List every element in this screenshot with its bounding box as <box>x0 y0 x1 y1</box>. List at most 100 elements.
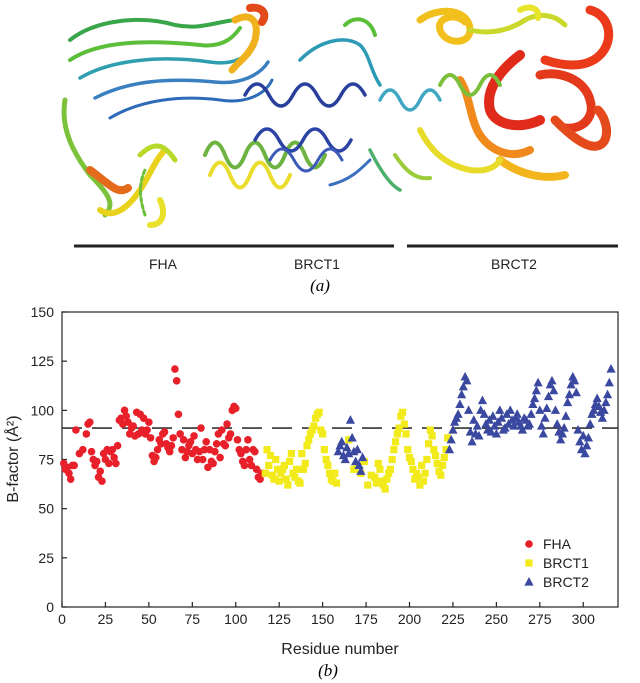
x-tick-label: 75 <box>185 611 201 627</box>
data-point-fha <box>233 436 242 444</box>
y-axis-ticks: 0 25 50 75 100 125 150 <box>31 304 67 615</box>
data-point-brct1 <box>438 461 447 469</box>
data-point-brct2 <box>333 446 343 456</box>
data-point-brct2 <box>517 425 528 434</box>
data-point-brct1 <box>275 477 283 485</box>
data-point-brct2 <box>495 405 505 414</box>
data-point-fha <box>79 445 87 454</box>
data-point-fha <box>176 430 184 438</box>
data-point-fha <box>87 447 96 456</box>
data-point-brct2 <box>467 436 477 446</box>
data-point-brct2 <box>479 409 489 418</box>
data-point-brct1 <box>286 457 294 466</box>
data-point-brct2 <box>340 454 350 464</box>
y-tick-label: 0 <box>46 599 54 615</box>
data-point-brct2 <box>542 403 552 412</box>
data-point-brct2 <box>549 385 559 395</box>
data-point-brct2 <box>538 428 548 438</box>
data-point-fha <box>179 436 188 444</box>
data-point-fha <box>218 426 226 434</box>
domain-label-brct2: BRCT2 <box>491 256 537 272</box>
data-point-brct1 <box>364 481 372 489</box>
data-point-brct2 <box>526 409 536 418</box>
y-tick-label: 50 <box>38 501 54 517</box>
data-point-brct2 <box>505 405 515 414</box>
data-point-brct1 <box>416 481 424 489</box>
data-point-brct2 <box>602 389 613 399</box>
data-point-brct1 <box>287 450 295 458</box>
x-tick-label: 200 <box>398 611 422 627</box>
data-point-fha <box>110 453 118 462</box>
x-tick-label: 175 <box>354 611 378 627</box>
data-point-fha <box>143 426 151 434</box>
domain-label-brct1: BRCT1 <box>294 256 340 272</box>
data-point-brct2 <box>601 397 611 407</box>
data-point-brct1 <box>409 465 417 473</box>
data-point-fha <box>92 457 101 466</box>
data-point-brct2 <box>469 415 479 424</box>
data-point-fha <box>252 465 261 474</box>
data-point-brct1 <box>421 469 429 477</box>
data-point-brct1 <box>280 461 288 469</box>
data-point-brct1 <box>437 471 445 479</box>
data-point-brct1 <box>284 481 292 489</box>
data-point-brct1 <box>371 473 379 481</box>
protein-structure-image <box>61 3 614 228</box>
data-point-brct1 <box>393 430 401 438</box>
data-point-brct2 <box>491 428 501 438</box>
data-point-brct1 <box>425 440 433 448</box>
data-point-brct2 <box>599 405 609 414</box>
data-point-brct1 <box>272 455 280 464</box>
data-point-brct2 <box>582 440 592 450</box>
data-point-fha <box>198 455 207 464</box>
data-point-fha <box>197 424 205 432</box>
legend-marker-brct2 <box>524 577 534 586</box>
data-point-fha <box>120 406 129 415</box>
data-point-brct2 <box>509 421 519 430</box>
data-point-fha <box>145 418 153 426</box>
y-tick-label: 125 <box>31 353 55 369</box>
data-point-brct2 <box>604 377 614 387</box>
x-tick-label: 275 <box>528 611 552 627</box>
data-point-brct2 <box>528 399 538 409</box>
data-point-fha <box>157 439 165 448</box>
data-point-brct2 <box>337 436 347 446</box>
data-point-brct1 <box>279 465 287 473</box>
data-point-fha <box>174 410 183 419</box>
data-point-brct1 <box>442 446 450 454</box>
data-point-brct1 <box>397 412 405 420</box>
data-point-brct1 <box>398 408 407 416</box>
bfactor-chart: 0 25 50 75 100 125 150 175 200 225 250 275 300 0 25 50… <box>3 304 619 658</box>
data-point-brct2 <box>356 466 366 475</box>
y-tick-label: 25 <box>38 550 54 566</box>
data-point-brct2 <box>357 452 368 462</box>
data-point-brct1 <box>390 446 398 454</box>
data-point-brct1 <box>322 455 330 464</box>
data-point-brct1 <box>372 479 381 487</box>
legend-label-brct1: BRCT1 <box>543 555 589 571</box>
data-point-brct1 <box>430 446 438 454</box>
data-point-brct1 <box>324 461 332 469</box>
data-point-brct1 <box>308 426 316 434</box>
data-point-brct1 <box>385 469 393 477</box>
data-point-brct1 <box>395 424 403 432</box>
data-point-fha <box>65 469 73 478</box>
data-point-brct1 <box>298 450 306 458</box>
data-point-fha <box>139 414 148 423</box>
data-point-brct2 <box>472 421 482 430</box>
data-point-brct2 <box>589 405 599 414</box>
data-point-brct1 <box>268 471 276 479</box>
data-point-brct2 <box>455 399 465 409</box>
x-axis-ticks: 0 25 50 75 100 125 150 175 200 225 250 275 300 <box>58 602 595 627</box>
x-tick-label: 150 <box>311 611 335 627</box>
data-point-fha <box>242 445 250 454</box>
data-point-fha <box>146 434 155 442</box>
data-point-brct2 <box>550 405 561 414</box>
data-point-brct2 <box>465 426 475 436</box>
data-point-fha <box>165 447 174 456</box>
data-point-brct2 <box>573 425 583 434</box>
data-point-fha <box>98 477 106 485</box>
data-point-brct2 <box>606 364 616 373</box>
data-point-brct1 <box>296 479 304 487</box>
x-tick-label: 25 <box>98 611 114 627</box>
